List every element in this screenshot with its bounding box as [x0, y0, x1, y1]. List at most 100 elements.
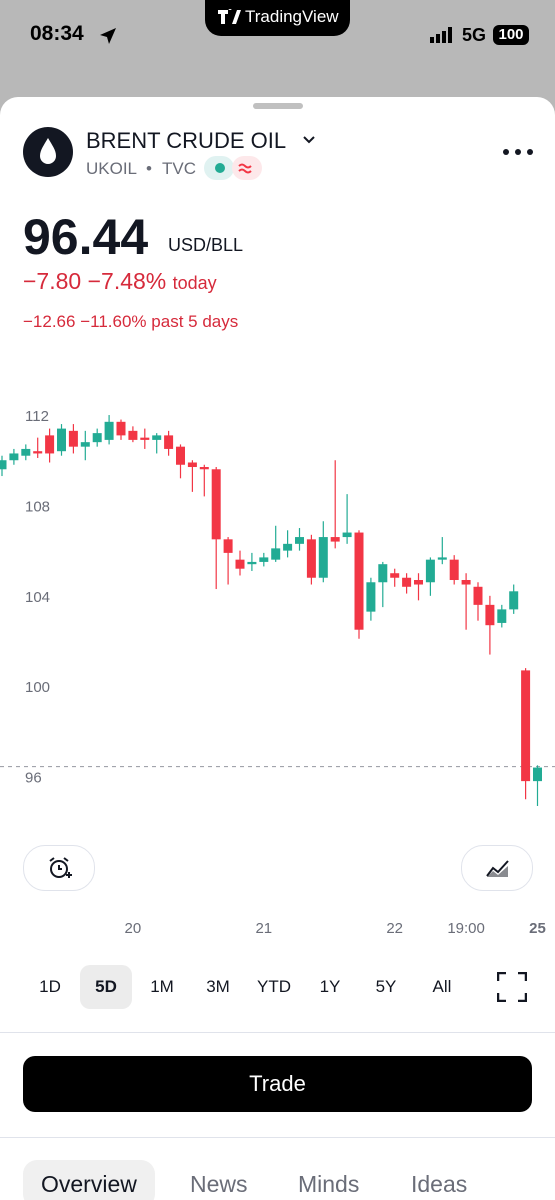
- candle-body: [295, 537, 304, 544]
- candle-body: [390, 573, 400, 578]
- change-5d-pct: −11.60%: [80, 312, 147, 331]
- candle-body: [414, 580, 423, 585]
- period-button[interactable]: 1Y: [319, 977, 341, 996]
- symbol-logo: [23, 127, 73, 177]
- period-button[interactable]: 5Y: [375, 977, 397, 996]
- exchange: TVC: [162, 159, 196, 178]
- candle-body: [152, 435, 162, 440]
- label-5d: past 5 days: [151, 312, 239, 331]
- candle-body: [509, 591, 519, 610]
- candle-body: [9, 453, 19, 461]
- change-today: −7.80: [23, 268, 82, 294]
- signal-icon: [430, 27, 452, 43]
- indicators-icon: [486, 860, 509, 877]
- period-button[interactable]: 3M: [206, 977, 230, 996]
- y-tick-label: 112: [25, 408, 49, 425]
- today-label: today: [172, 273, 217, 293]
- candle-body: [402, 577, 412, 587]
- status-time: 08:34: [30, 22, 84, 45]
- last-price: 96.44: [23, 209, 149, 265]
- symbol-code: UKOIL: [86, 159, 138, 178]
- grabber: [253, 103, 303, 109]
- candle-body: [318, 537, 328, 578]
- candle-body: [235, 559, 245, 569]
- app-name: TradingView: [245, 7, 339, 26]
- period-button[interactable]: YTD: [257, 977, 291, 996]
- change-5d: −12.66: [23, 312, 76, 331]
- candle-body: [342, 532, 352, 538]
- period-button[interactable]: 1M: [150, 977, 174, 996]
- candle-body: [211, 469, 221, 540]
- indicators-button[interactable]: [461, 845, 533, 891]
- chevron[interactable]: [302, 134, 316, 146]
- candle-body: [485, 604, 495, 626]
- x-tick-label: 22: [386, 920, 403, 937]
- fullscreen-button[interactable]: [497, 972, 527, 1002]
- candle-body: [473, 586, 483, 605]
- chart[interactable]: 96 100 104 108 112 20 21 22 19:00 25: [0, 390, 555, 945]
- tab[interactable]: News: [190, 1171, 248, 1197]
- candle-body: [449, 559, 459, 581]
- x-tick-label: 25: [529, 920, 546, 937]
- candle-body: [164, 435, 174, 449]
- x-tick-label: 19:00: [447, 920, 485, 937]
- candle-body: [425, 559, 435, 583]
- alarm-icon: [49, 857, 72, 878]
- location-icon: [100, 28, 116, 44]
- candle-body: [378, 564, 388, 583]
- candle-body: [57, 428, 66, 452]
- candle-body: [283, 543, 293, 551]
- candle-body: [223, 539, 233, 553]
- x-tick-label: 20: [125, 920, 142, 937]
- network: 5G: [462, 25, 487, 45]
- more-menu[interactable]: [500, 147, 536, 157]
- period-button[interactable]: All: [432, 977, 452, 996]
- candle-body: [354, 532, 364, 630]
- alert-button[interactable]: [23, 845, 95, 891]
- trade-button[interactable]: Trade: [23, 1056, 532, 1112]
- candle-body: [306, 539, 316, 578]
- tab[interactable]: Overview: [23, 1160, 155, 1200]
- divider: [0, 1137, 555, 1138]
- tab[interactable]: Ideas: [411, 1171, 468, 1197]
- battery: 100: [493, 25, 529, 45]
- candle-body: [271, 548, 281, 560]
- y-tick-label: 100: [25, 679, 50, 696]
- candle-body: [104, 421, 114, 440]
- period-button[interactable]: 1D: [39, 977, 61, 996]
- candle-body: [533, 767, 542, 782]
- candle-body: [33, 451, 43, 454]
- change-5d-row: −12.66 −11.60% past 5 days: [23, 312, 238, 332]
- candle-body: [80, 442, 90, 447]
- candle-body: [92, 433, 102, 443]
- y-tick-label: 108: [25, 498, 50, 515]
- candle-body: [176, 446, 185, 465]
- x-tick-label: 21: [255, 920, 272, 937]
- candle-body: [21, 448, 31, 456]
- y-tick-label: 104: [25, 589, 50, 606]
- tab[interactable]: Minds: [298, 1171, 360, 1197]
- sheet: [0, 97, 555, 1200]
- y-tick-label: 96: [25, 770, 42, 787]
- candle-body: [140, 437, 150, 440]
- candle-body: [199, 467, 209, 470]
- candle-body: [497, 609, 507, 623]
- candle-body: [116, 421, 126, 436]
- candle-body: [437, 557, 447, 560]
- candle-body: [330, 537, 340, 542]
- separator: •: [146, 159, 152, 178]
- change-today-pct: −7.48%: [87, 268, 167, 294]
- period-button[interactable]: 5D: [80, 965, 132, 1009]
- price-change-row: −7.80 −7.48% today: [23, 268, 217, 295]
- candle-body: [68, 430, 78, 447]
- candle-body: [366, 582, 376, 612]
- candle-body: [521, 670, 531, 782]
- candle-body: [128, 430, 138, 440]
- candle-body: [45, 435, 55, 454]
- candle-body: [461, 580, 471, 585]
- currency: USD/BLL: [168, 235, 244, 255]
- candle-body: [0, 460, 7, 470]
- symbol-name[interactable]: BRENT CRUDE OIL: [86, 128, 287, 153]
- divider: [0, 1032, 555, 1033]
